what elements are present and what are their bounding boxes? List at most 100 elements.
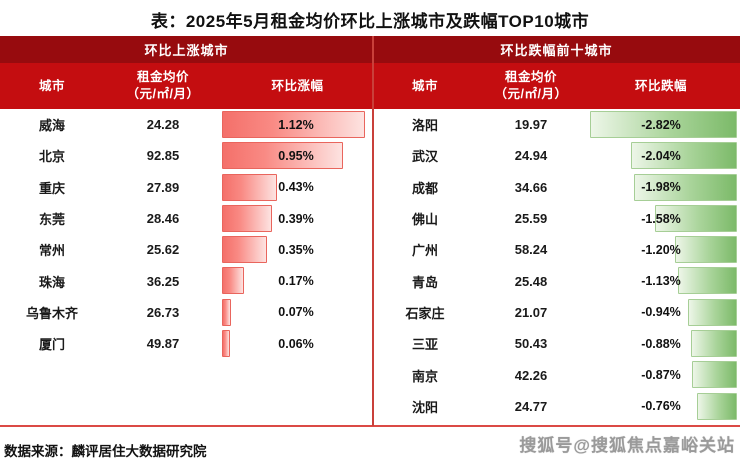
- pct-bar: [678, 267, 737, 295]
- pct-bar: [691, 330, 737, 358]
- price-cell: 24.94: [514, 148, 548, 164]
- pct-label: 0.39%: [278, 211, 314, 226]
- pct-label: 0.07%: [278, 305, 314, 320]
- pct-bar: [222, 298, 231, 326]
- pct-bar: [697, 392, 737, 420]
- header-city-left: 城市: [38, 78, 65, 93]
- table-row: 石家庄 21.07 -0.94%: [373, 297, 740, 328]
- price-cell: 49.87: [146, 336, 180, 352]
- pct-bar-cell: 0.17%: [222, 265, 373, 296]
- pct-label: -0.76%: [641, 399, 681, 414]
- section-header-row: 环比上涨城市 环比跌幅前十城市: [0, 36, 740, 63]
- price-cell: 92.85: [146, 148, 180, 164]
- pct-bar: [691, 361, 737, 389]
- table-row: 北京 92.85 0.95%: [0, 140, 373, 171]
- table-row: 南京 42.26 -0.87%: [373, 359, 740, 390]
- pct-bar-cell: -1.13%: [585, 265, 737, 296]
- table-row: 威海 24.28 1.12%: [0, 109, 373, 140]
- price-cell: 27.89: [146, 179, 180, 195]
- pct-bar-cell: -2.82%: [585, 109, 737, 140]
- table-row: 洛阳 19.97 -2.82%: [373, 109, 740, 140]
- price-cell: 28.46: [146, 211, 180, 227]
- city-cell: 东莞: [38, 212, 65, 228]
- pct-bar-cell: 1.12%: [222, 109, 373, 140]
- price-cell: 26.73: [146, 304, 180, 320]
- pct-bar: [630, 142, 737, 170]
- city-cell: 三亚: [411, 337, 438, 353]
- price-cell: 25.59: [514, 211, 548, 227]
- pct-bar: [222, 330, 230, 358]
- pct-bar-cell: -0.88%: [585, 328, 737, 359]
- pct-label: 0.17%: [278, 274, 314, 289]
- section-title-rise: 环比上涨城市: [0, 36, 373, 63]
- price-cell: 34.66: [514, 179, 548, 195]
- pct-bar: [222, 111, 365, 138]
- pct-bar: [674, 236, 737, 264]
- table-row: 青岛 25.48 -1.13%: [373, 265, 740, 296]
- pct-bar-cell: 0.43%: [222, 172, 373, 203]
- header-pct-rise: 环比涨幅: [271, 78, 324, 93]
- pct-bar: [590, 111, 737, 138]
- pct-bar-cell: 0.06%: [222, 328, 373, 359]
- table-vertical-divider: [372, 36, 374, 426]
- pct-label: 0.35%: [278, 242, 314, 257]
- pct-bar-cell: -1.20%: [585, 234, 737, 265]
- pct-label: -1.98%: [641, 180, 681, 195]
- pct-label: -0.94%: [641, 305, 681, 320]
- table-row: 东莞 28.46 0.39%: [0, 203, 373, 234]
- city-cell: 青岛: [411, 274, 438, 290]
- pct-bar-cell: 0.07%: [222, 297, 373, 328]
- table-row: 广州 58.24 -1.20%: [373, 234, 740, 265]
- pct-label: 1.12%: [278, 117, 314, 132]
- pct-label: -0.88%: [641, 336, 681, 351]
- city-cell: 广州: [411, 243, 438, 259]
- city-cell: 洛阳: [411, 118, 438, 134]
- table-row: 佛山 25.59 -1.58%: [373, 203, 740, 234]
- table-row: 武汉 24.94 -2.04%: [373, 140, 740, 171]
- table-row: 珠海 36.25 0.17%: [0, 265, 373, 296]
- pct-label: 0.43%: [278, 180, 314, 195]
- pct-bar-cell: -1.58%: [585, 203, 737, 234]
- header-pct-fall: 环比跌幅: [634, 78, 687, 93]
- table-bottom-border: [0, 425, 740, 427]
- pct-label: -1.13%: [641, 274, 681, 289]
- city-cell: 常州: [38, 243, 65, 259]
- data-source-note: 数据来源：麟评居住大数据研究院: [4, 444, 207, 459]
- price-cell: 24.28: [146, 117, 180, 133]
- left-column-headers: 城市 租金均价 （元/㎡/月） 环比涨幅: [0, 63, 373, 109]
- city-cell: 沈阳: [411, 399, 438, 415]
- price-cell: 21.07: [514, 304, 548, 320]
- city-cell: 武汉: [411, 149, 438, 165]
- pct-bar: [222, 173, 277, 201]
- header-price-left: 租金均价 （元/㎡/月）: [126, 70, 200, 101]
- price-cell: 42.26: [514, 367, 548, 383]
- pct-bar-cell: -0.76%: [585, 391, 737, 422]
- table-body: 威海 24.28 1.12% 北京 92.85 0.95% 重庆 27.89 0.43% 东莞 28…: [0, 109, 740, 422]
- table-row: 三亚 50.43 -0.88%: [373, 328, 740, 359]
- pct-bar: [222, 204, 272, 232]
- price-cell: 19.97: [514, 117, 548, 133]
- city-cell: 北京: [38, 149, 65, 165]
- pct-bar-cell: -2.04%: [585, 140, 737, 171]
- pct-bar-cell: 0.95%: [222, 140, 373, 171]
- city-cell: 重庆: [38, 180, 65, 196]
- price-cell: 50.43: [514, 336, 548, 352]
- pct-bar-cell: 0.35%: [222, 234, 373, 265]
- pct-label: -1.20%: [641, 242, 681, 257]
- table-row: 成都 34.66 -1.98%: [373, 172, 740, 203]
- rise-table-rows: 威海 24.28 1.12% 北京 92.85 0.95% 重庆 27.89 0.43% 东莞 28…: [0, 109, 373, 422]
- pct-bar: [654, 204, 737, 232]
- city-cell: 乌鲁木齐: [25, 305, 78, 321]
- pct-bar-cell: -0.87%: [585, 359, 737, 390]
- pct-bar: [633, 173, 737, 201]
- sohu-watermark: 搜狐号@搜狐焦点嘉峪关站: [519, 436, 735, 455]
- table-row: 常州 25.62 0.35%: [0, 234, 373, 265]
- pct-label: -0.87%: [641, 368, 681, 383]
- city-cell: 石家庄: [405, 305, 445, 321]
- pct-bar-cell: -0.94%: [585, 297, 737, 328]
- price-cell: 36.25: [146, 273, 180, 289]
- column-header-row: 城市 租金均价 （元/㎡/月） 环比涨幅 城市 租金均价 （元/㎡/月） 环比跌…: [0, 63, 740, 109]
- pct-bar-cell: -1.98%: [585, 172, 737, 203]
- city-cell: 厦门: [38, 337, 65, 353]
- section-title-fall: 环比跌幅前十城市: [373, 36, 740, 63]
